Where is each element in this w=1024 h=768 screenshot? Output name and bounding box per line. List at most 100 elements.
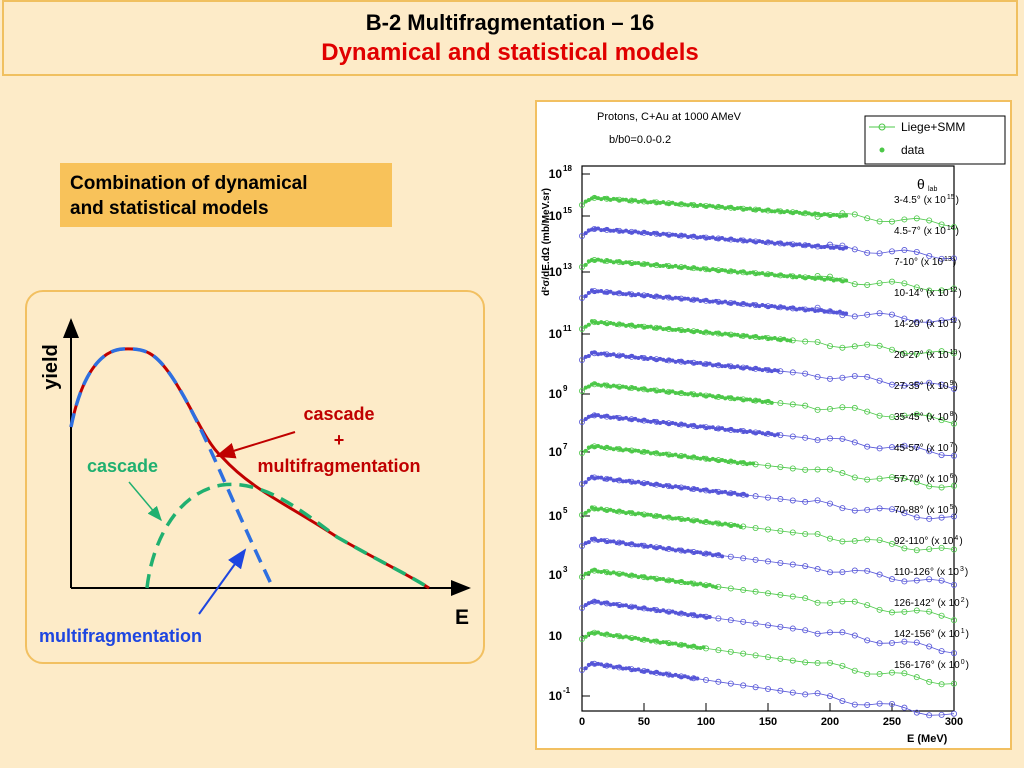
- model-point: [901, 280, 908, 287]
- data-point: [738, 302, 743, 307]
- data-point: [695, 456, 700, 461]
- data-point: [645, 388, 650, 393]
- data-point: [763, 272, 768, 277]
- callout-text-line-2: and statistical models: [70, 198, 269, 219]
- model-point: [950, 285, 957, 292]
- data-point: [658, 200, 663, 205]
- data-point: [670, 673, 675, 678]
- data-point: [636, 511, 641, 516]
- y-tick-exponent: 11: [563, 324, 572, 333]
- model-point: [913, 709, 920, 716]
- data-point: [757, 398, 762, 403]
- data-point: [679, 265, 684, 270]
- data-point: [627, 386, 632, 391]
- model-point: [950, 350, 957, 357]
- data-point: [729, 236, 734, 241]
- angle-label: 142-156° (x 10: [894, 629, 960, 640]
- data-point: [822, 309, 827, 314]
- data-point: [682, 422, 687, 427]
- data-point: [701, 455, 706, 460]
- data-point: [701, 266, 706, 271]
- data-point: [642, 386, 647, 391]
- angle-factor-exponent: 3: [960, 566, 964, 573]
- y-tick-exponent: 7: [563, 442, 568, 451]
- data-point: [673, 263, 678, 268]
- cascade-arrow: [128, 481, 162, 522]
- data-point: [726, 205, 731, 210]
- data-point: [763, 399, 768, 404]
- data-point: [583, 231, 588, 236]
- y-tick-exponent: 13: [563, 262, 572, 271]
- model-point: [764, 622, 771, 629]
- data-point: [695, 486, 700, 491]
- model-point: [876, 445, 883, 452]
- model-point: [926, 349, 933, 356]
- spectrum-4.5-7°: [579, 225, 957, 262]
- data-point: [593, 599, 598, 604]
- model-point: [950, 513, 957, 520]
- data-point: [664, 609, 669, 614]
- model-point: [579, 480, 586, 487]
- model-point: [864, 701, 871, 708]
- data-point: [589, 600, 594, 605]
- model-point: [789, 625, 796, 632]
- data-point: [757, 304, 762, 309]
- model-point: [913, 547, 920, 554]
- slide-subtitle: Dynamical and statistical models: [321, 39, 699, 66]
- data-point: [636, 387, 641, 392]
- data-point: [738, 524, 743, 529]
- model-point: [864, 567, 871, 574]
- data-point: [692, 550, 697, 555]
- data-point: [748, 270, 753, 275]
- data-point: [661, 231, 666, 236]
- data-point: [602, 321, 607, 326]
- data-point: [692, 329, 697, 334]
- data-point: [729, 491, 734, 496]
- data-point: [701, 234, 706, 239]
- data-point: [726, 395, 731, 400]
- data-point: [624, 634, 629, 639]
- data-point: [754, 366, 759, 371]
- data-point: [596, 289, 601, 294]
- data-point: [608, 633, 613, 638]
- model-point: [876, 342, 883, 349]
- data-point: [639, 542, 644, 547]
- model-point: [913, 607, 920, 614]
- x-tick-label: 50: [638, 716, 650, 728]
- model-point: [579, 387, 586, 394]
- data-point: [642, 198, 647, 203]
- model-point: [950, 316, 957, 323]
- y-tick-exponent: 15: [563, 206, 572, 215]
- model-point: [864, 341, 871, 348]
- data-point: [617, 198, 622, 203]
- model-point: [926, 217, 933, 224]
- data-point: [645, 512, 650, 517]
- data-point: [642, 262, 647, 267]
- data-point: [689, 518, 694, 523]
- model-point: [727, 585, 734, 592]
- data-point: [599, 538, 604, 543]
- data-point: [658, 232, 663, 237]
- model-point: [926, 287, 933, 294]
- data-point: [682, 233, 687, 238]
- model-point: [826, 500, 833, 507]
- data-point: [620, 292, 625, 297]
- data-point: [732, 300, 737, 305]
- model-point: [888, 346, 895, 353]
- data-point: [676, 579, 681, 584]
- total-label-line-3: multifragmentation: [257, 456, 420, 476]
- data-point: [720, 268, 725, 273]
- slide-title: B-2 Multifragmentation – 16: [365, 10, 655, 35]
- data-point: [732, 459, 737, 464]
- data-point: [593, 289, 598, 294]
- data-point: [686, 613, 691, 618]
- data-point: [723, 364, 728, 369]
- data-point: [602, 569, 607, 574]
- data-point: [639, 606, 644, 611]
- data-point: [633, 229, 638, 234]
- data-point: [713, 585, 718, 590]
- model-point: [851, 343, 858, 350]
- data-point: [822, 277, 827, 282]
- data-point: [583, 262, 588, 267]
- data-point: [589, 474, 594, 479]
